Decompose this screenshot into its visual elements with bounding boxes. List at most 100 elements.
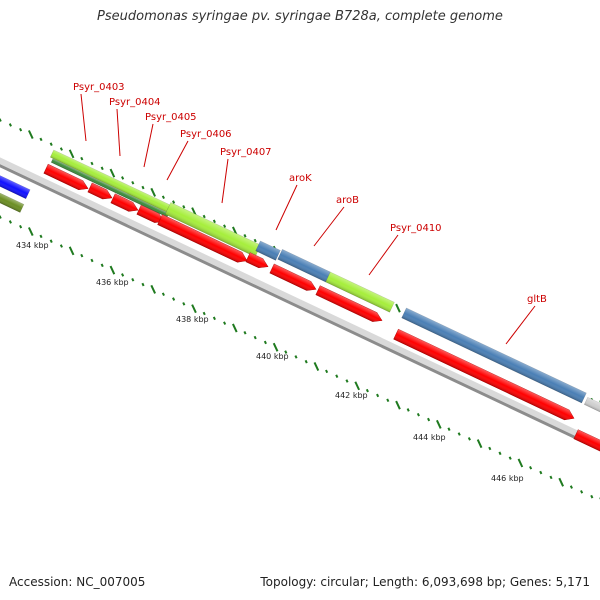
minor-tick	[39, 137, 43, 142]
minor-tick	[376, 393, 380, 398]
gene-label[interactable]: Psyr_0407	[220, 147, 272, 158]
minor-tick	[39, 234, 43, 239]
minor-tick	[284, 350, 288, 354]
gene-fragment-olive[interactable]	[0, 188, 25, 213]
minor-tick	[131, 180, 135, 185]
minor-tick	[8, 220, 12, 224]
accession-text: Accession: NC_007005	[9, 575, 146, 589]
cds-arrow[interactable]	[157, 214, 250, 266]
minor-tick	[406, 408, 410, 412]
minor-tick	[304, 359, 308, 364]
major-tick	[558, 477, 564, 487]
topology-text: Topology: circular; Length: 6,093,698 bp…	[260, 575, 590, 589]
minor-tick	[90, 161, 94, 166]
minor-tick	[0, 215, 2, 219]
genome-title: Pseudomonas syringae pv. syringae B728a,…	[97, 9, 503, 24]
minor-tick	[243, 234, 247, 238]
gene-label[interactable]: aroB	[336, 195, 359, 206]
minor-tick	[59, 147, 63, 151]
gene-bar-gltB[interactable]	[401, 307, 587, 404]
cds-arrow[interactable]	[43, 163, 90, 193]
gene-bar-aroK[interactable]	[255, 240, 281, 261]
scale-label: 442 kbp	[335, 391, 368, 400]
scale-label: 444 kbp	[413, 433, 446, 442]
gene-label[interactable]: Psyr_0403	[73, 82, 125, 93]
minor-tick	[172, 297, 176, 301]
minor-tick	[345, 379, 349, 383]
gene-label[interactable]: gltB	[527, 294, 547, 305]
major-tick	[395, 400, 401, 410]
cds-arrow[interactable]	[393, 328, 577, 423]
major-tick	[517, 458, 524, 468]
minor-tick	[529, 465, 533, 470]
minor-tick	[549, 475, 553, 480]
major-tick	[28, 227, 34, 237]
major-tick	[354, 381, 360, 391]
minor-tick	[243, 331, 247, 335]
cds-arrow[interactable]	[269, 263, 318, 294]
major-tick	[150, 284, 156, 294]
label-leader-line	[221, 158, 229, 204]
minor-tick	[100, 263, 104, 268]
minor-tick	[335, 374, 339, 378]
cds-arrow[interactable]	[315, 285, 384, 325]
scale-label: 438 kbp	[176, 315, 209, 324]
minor-tick	[223, 321, 227, 325]
major-tick	[28, 130, 34, 140]
minor-tick	[263, 340, 267, 345]
cds-arrow[interactable]	[573, 429, 600, 455]
major-tick	[476, 439, 483, 449]
major-tick	[395, 303, 401, 313]
minor-tick	[80, 253, 84, 258]
scale-labels: 434 kbp 436 kbp 438 kbp 440 kbp 442 kbp 444 k…	[16, 241, 524, 483]
label-leader-line	[166, 140, 189, 181]
label-leader-line	[505, 305, 536, 345]
minor-tick	[80, 156, 84, 161]
gene-label[interactable]: Psyr_0406	[180, 129, 232, 140]
major-tick	[68, 246, 75, 256]
minor-tick	[141, 185, 145, 190]
gene-bar-darkgreen[interactable]	[50, 158, 170, 218]
minor-tick	[19, 224, 23, 229]
gene-label[interactable]: Psyr_0404	[109, 97, 161, 108]
label-leader-line	[313, 206, 345, 247]
minor-tick	[100, 166, 104, 171]
cds-arrow[interactable]	[245, 252, 270, 271]
gene-label[interactable]: Psyr_0405	[145, 112, 197, 123]
gene-labels: Psyr_0403 Psyr_0404 Psyr_0405 Psyr_0406 Psyr…	[73, 82, 547, 345]
gene-label[interactable]: Psyr_0410	[390, 223, 442, 234]
minor-tick	[447, 427, 451, 431]
major-tick	[150, 187, 156, 197]
gene-bar-next[interactable]	[583, 396, 600, 417]
gene-fragment-blue[interactable]	[0, 171, 31, 200]
minor-tick	[161, 195, 165, 199]
minor-tick	[488, 446, 492, 451]
gene-label[interactable]: aroK	[289, 173, 312, 184]
minor-tick	[49, 142, 53, 146]
major-tick	[109, 265, 116, 275]
major-tick	[109, 168, 116, 178]
gene-bar-green[interactable]	[49, 149, 171, 213]
minor-tick	[294, 355, 298, 359]
major-tick	[191, 304, 197, 314]
gene-bar-Psyr0410[interactable]	[325, 271, 395, 313]
minor-tick	[223, 224, 227, 228]
minor-tick	[539, 470, 543, 475]
minor-tick	[161, 292, 165, 296]
minor-tick	[19, 127, 23, 132]
minor-tick	[121, 273, 125, 277]
minor-tick	[253, 238, 257, 243]
label-leader-line	[275, 184, 298, 231]
label-leader-line	[143, 123, 154, 168]
scale-label: 440 kbp	[256, 352, 289, 361]
minor-tick	[253, 335, 257, 340]
cds-arrow[interactable]	[110, 193, 140, 215]
minor-tick	[212, 219, 216, 224]
minor-tick	[365, 388, 369, 393]
cds-arrow[interactable]	[87, 182, 114, 202]
minor-tick	[590, 494, 594, 499]
minor-tick	[49, 239, 53, 243]
minor-tick	[141, 282, 145, 287]
scale-label: 434 kbp	[16, 241, 49, 250]
